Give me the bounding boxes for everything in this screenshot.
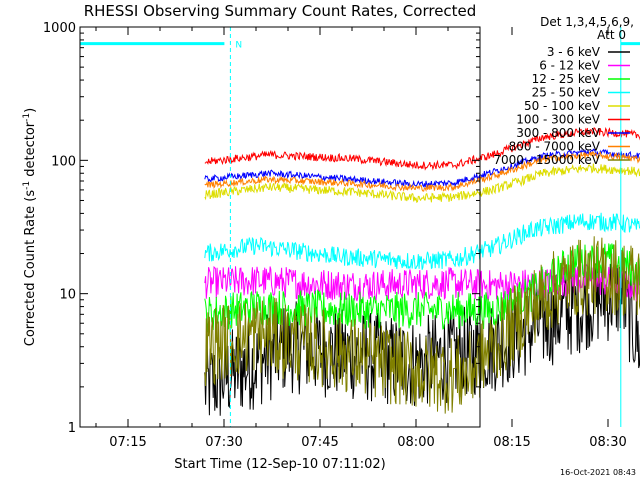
- x-tick-label-0: 07:15: [109, 435, 146, 450]
- legend-label-0: 3 - 6 keV: [547, 45, 601, 59]
- chart-title: RHESSI Observing Summary Count Rates, Co…: [84, 2, 477, 20]
- series-line-8: [204, 236, 640, 414]
- series-line-1: [204, 262, 640, 303]
- legend-header-attenuator: Att 0: [597, 28, 626, 42]
- legend-label-1: 6 - 12 keV: [539, 59, 601, 73]
- x-tick-label-2: 07:45: [301, 435, 338, 450]
- footer-timestamp: 16-Oct-2021 08:43: [560, 468, 636, 477]
- y-axis-label-sup1: -1: [22, 181, 32, 190]
- y-tick-label-1: 10: [59, 288, 76, 303]
- legend-label-7: 800 - 7000 keV: [509, 140, 601, 154]
- y-axis: 1 10 100 1000: [43, 21, 480, 436]
- series-line-4: [204, 163, 640, 204]
- series-line-3: [204, 212, 640, 270]
- legend-label-8: 7000 - 15000 keV: [493, 153, 600, 167]
- series-line-7: [204, 151, 640, 193]
- legend-header-detectors: Det 1,3,4,5,6,9,: [540, 15, 634, 29]
- legend-label-2: 12 - 25 keV: [532, 72, 601, 86]
- x-tick-label-3: 08:00: [397, 435, 434, 450]
- x-tick-label-1: 07:30: [205, 435, 242, 450]
- x-axis-label: Start Time (12-Sep-10 07:11:02): [174, 457, 385, 472]
- y-tick-label-0: 1: [68, 421, 76, 436]
- x-tick-label-4: 08:15: [493, 435, 530, 450]
- y-axis-label-part1: Corrected Count Rate (s: [23, 190, 38, 347]
- legend-label-6: 300 - 800 keV: [516, 126, 600, 140]
- y-axis-label-part2: detector: [23, 121, 38, 181]
- legend-label-5: 100 - 300 keV: [516, 113, 600, 127]
- y-axis-label-part3: ): [23, 108, 38, 113]
- night-marker-label: N: [235, 41, 242, 51]
- plot-frame: [79, 26, 481, 428]
- legend-label-3: 25 - 50 keV: [532, 86, 601, 100]
- y-axis-label: Corrected Count Rate (s-1 detector-1): [22, 108, 38, 346]
- y-tick-label-3: 1000: [43, 21, 76, 36]
- y-tick-label-2: 100: [51, 154, 76, 169]
- legend-label-4: 50 - 100 keV: [524, 99, 601, 113]
- series-line-2: [204, 243, 640, 333]
- x-tick-label-5: 08:30: [589, 435, 626, 450]
- y-axis-label-sup2: -1: [22, 113, 32, 122]
- series-layer: [204, 126, 640, 416]
- series-line-5: [204, 126, 640, 171]
